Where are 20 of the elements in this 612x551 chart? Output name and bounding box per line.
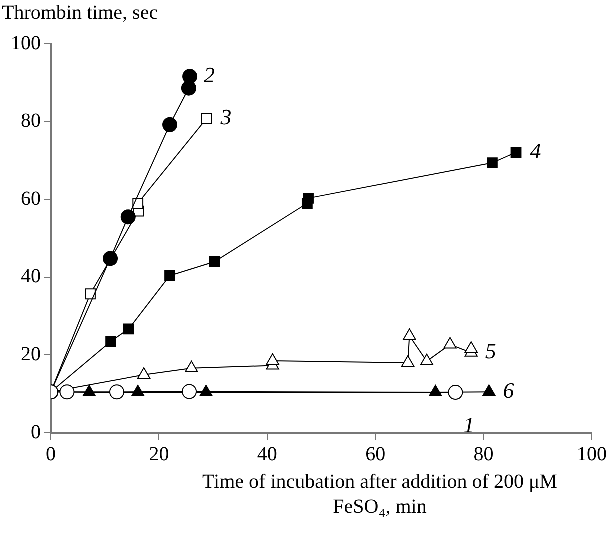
- x-axis-title: Time of incubation after addition of 200 μM FeSO₄, min: [202, 470, 558, 520]
- series-label: 3: [220, 104, 232, 130]
- series-label: 2: [204, 62, 216, 88]
- series-label: 5: [485, 338, 496, 364]
- series-label: 6: [503, 378, 514, 403]
- x-tick-label: 60: [366, 443, 386, 466]
- x-tick-label: 0: [46, 443, 56, 466]
- x-tick-label: 20: [149, 443, 170, 466]
- y-tick-label: 80: [21, 110, 41, 132]
- y-tick-label: 20: [21, 343, 41, 366]
- x-tick-label: 100: [577, 443, 607, 466]
- x-tick-label: 40: [257, 443, 278, 466]
- y-axis-title: Thrombin time, sec: [2, 2, 158, 25]
- y-tick-label: 40: [21, 266, 41, 288]
- y-tick-label: 0: [31, 421, 41, 444]
- series-label: 1: [464, 412, 475, 438]
- y-tick-label: 60: [21, 188, 41, 210]
- x-tick-label: 80: [474, 443, 494, 466]
- y-tick-label: 100: [11, 32, 41, 54]
- series-label: 4: [530, 138, 542, 164]
